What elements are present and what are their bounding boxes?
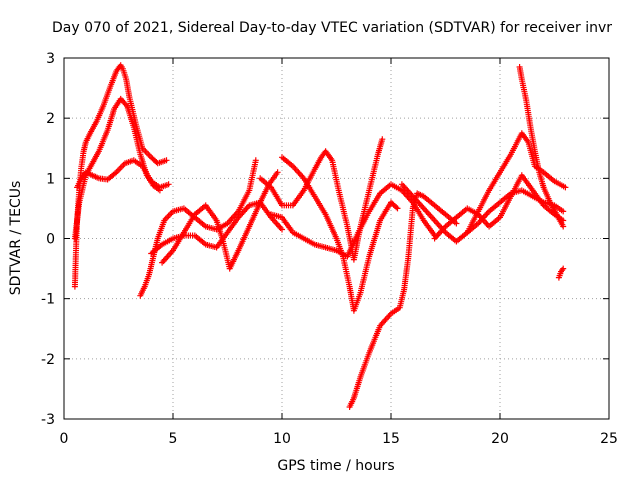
series-sat-l [431, 172, 567, 242]
x-tick-label: 15 [382, 431, 400, 447]
data-point [252, 157, 259, 164]
y-tick-label: 2 [46, 111, 55, 127]
data-point [279, 226, 285, 233]
series-sat-b [71, 95, 163, 242]
series-sat-m [516, 64, 567, 230]
data-series [71, 62, 569, 410]
data-point [560, 208, 567, 215]
series-sat-g [257, 136, 386, 263]
series-sat-e [159, 169, 281, 272]
data-point [163, 157, 170, 164]
y-tick-label: 1 [46, 171, 55, 187]
series-sat-o [555, 265, 567, 281]
series-sat-d [137, 157, 259, 299]
series-sat-f [148, 199, 285, 257]
y-axis-label: SDTVAR / TECUs [8, 181, 24, 296]
data-point [274, 169, 281, 176]
data-point [453, 220, 460, 227]
data-point [560, 265, 567, 272]
y-tick-label: -3 [41, 412, 55, 428]
x-axis-label: GPS time / hours [277, 458, 394, 474]
x-tick-label: 20 [491, 431, 509, 447]
y-tick-label: 3 [46, 51, 55, 67]
x-tick-label: 0 [60, 431, 69, 447]
chart-title: Day 070 of 2021, Sidereal Day-to-day VTE… [52, 20, 612, 36]
data-point [562, 184, 569, 191]
y-tick-label: -2 [41, 352, 55, 368]
x-tick-label: 25 [600, 431, 618, 447]
series-sat-n [464, 187, 567, 236]
x-tick-label: 10 [273, 431, 291, 447]
x-tick-label: 5 [169, 431, 178, 447]
series-sat-k [398, 130, 569, 245]
series-sat-c [74, 157, 172, 191]
data-point [393, 204, 400, 211]
series-sat-h [279, 154, 401, 314]
data-point [165, 181, 172, 188]
series-sat-i [346, 190, 460, 410]
data-point [560, 223, 567, 230]
data-point [394, 205, 401, 212]
y-tick-label: -1 [41, 292, 55, 308]
y-tick-label: 0 [46, 232, 55, 248]
data-point [379, 136, 386, 143]
series-sat-j [268, 181, 438, 260]
